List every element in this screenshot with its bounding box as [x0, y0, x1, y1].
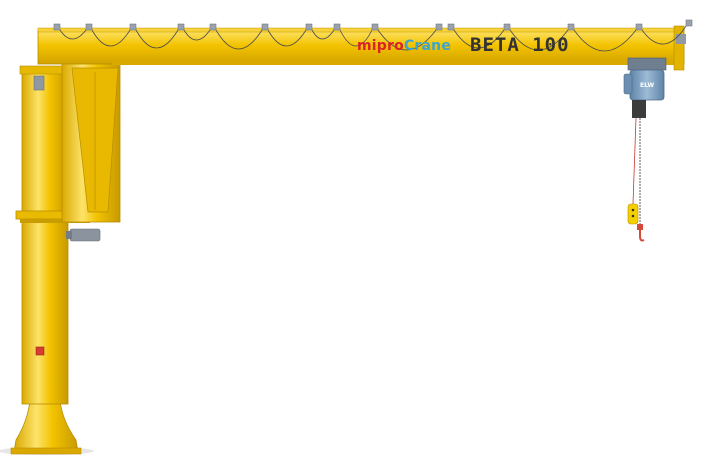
hoist-badge: ELW [640, 82, 655, 89]
brand-name-part2: Crane [403, 38, 452, 54]
pendant-control-icon [627, 203, 639, 225]
crane-column [21, 67, 69, 405]
model-name: BETA 100 [470, 34, 570, 56]
festoon-cable-loops [59, 25, 687, 52]
red-marker-icon [35, 346, 45, 356]
slewing-collar-lower [20, 219, 90, 223]
beam-bottom-flange [112, 60, 684, 65]
festoon-cable-icon [53, 19, 693, 31]
pendant-cable [632, 117, 637, 205]
jib-beam [37, 29, 685, 65]
brand-name-part1: mipro [357, 38, 404, 54]
column-base [13, 399, 79, 453]
beam-end-stop [673, 25, 685, 71]
brand-logo: miproCrane [357, 38, 451, 54]
chain-container [632, 100, 646, 118]
crane-hook-icon [637, 224, 645, 242]
slewing-motor [69, 228, 101, 242]
base-plate [10, 447, 82, 455]
column-fitting [33, 75, 45, 91]
hoist-trolley [627, 57, 667, 71]
